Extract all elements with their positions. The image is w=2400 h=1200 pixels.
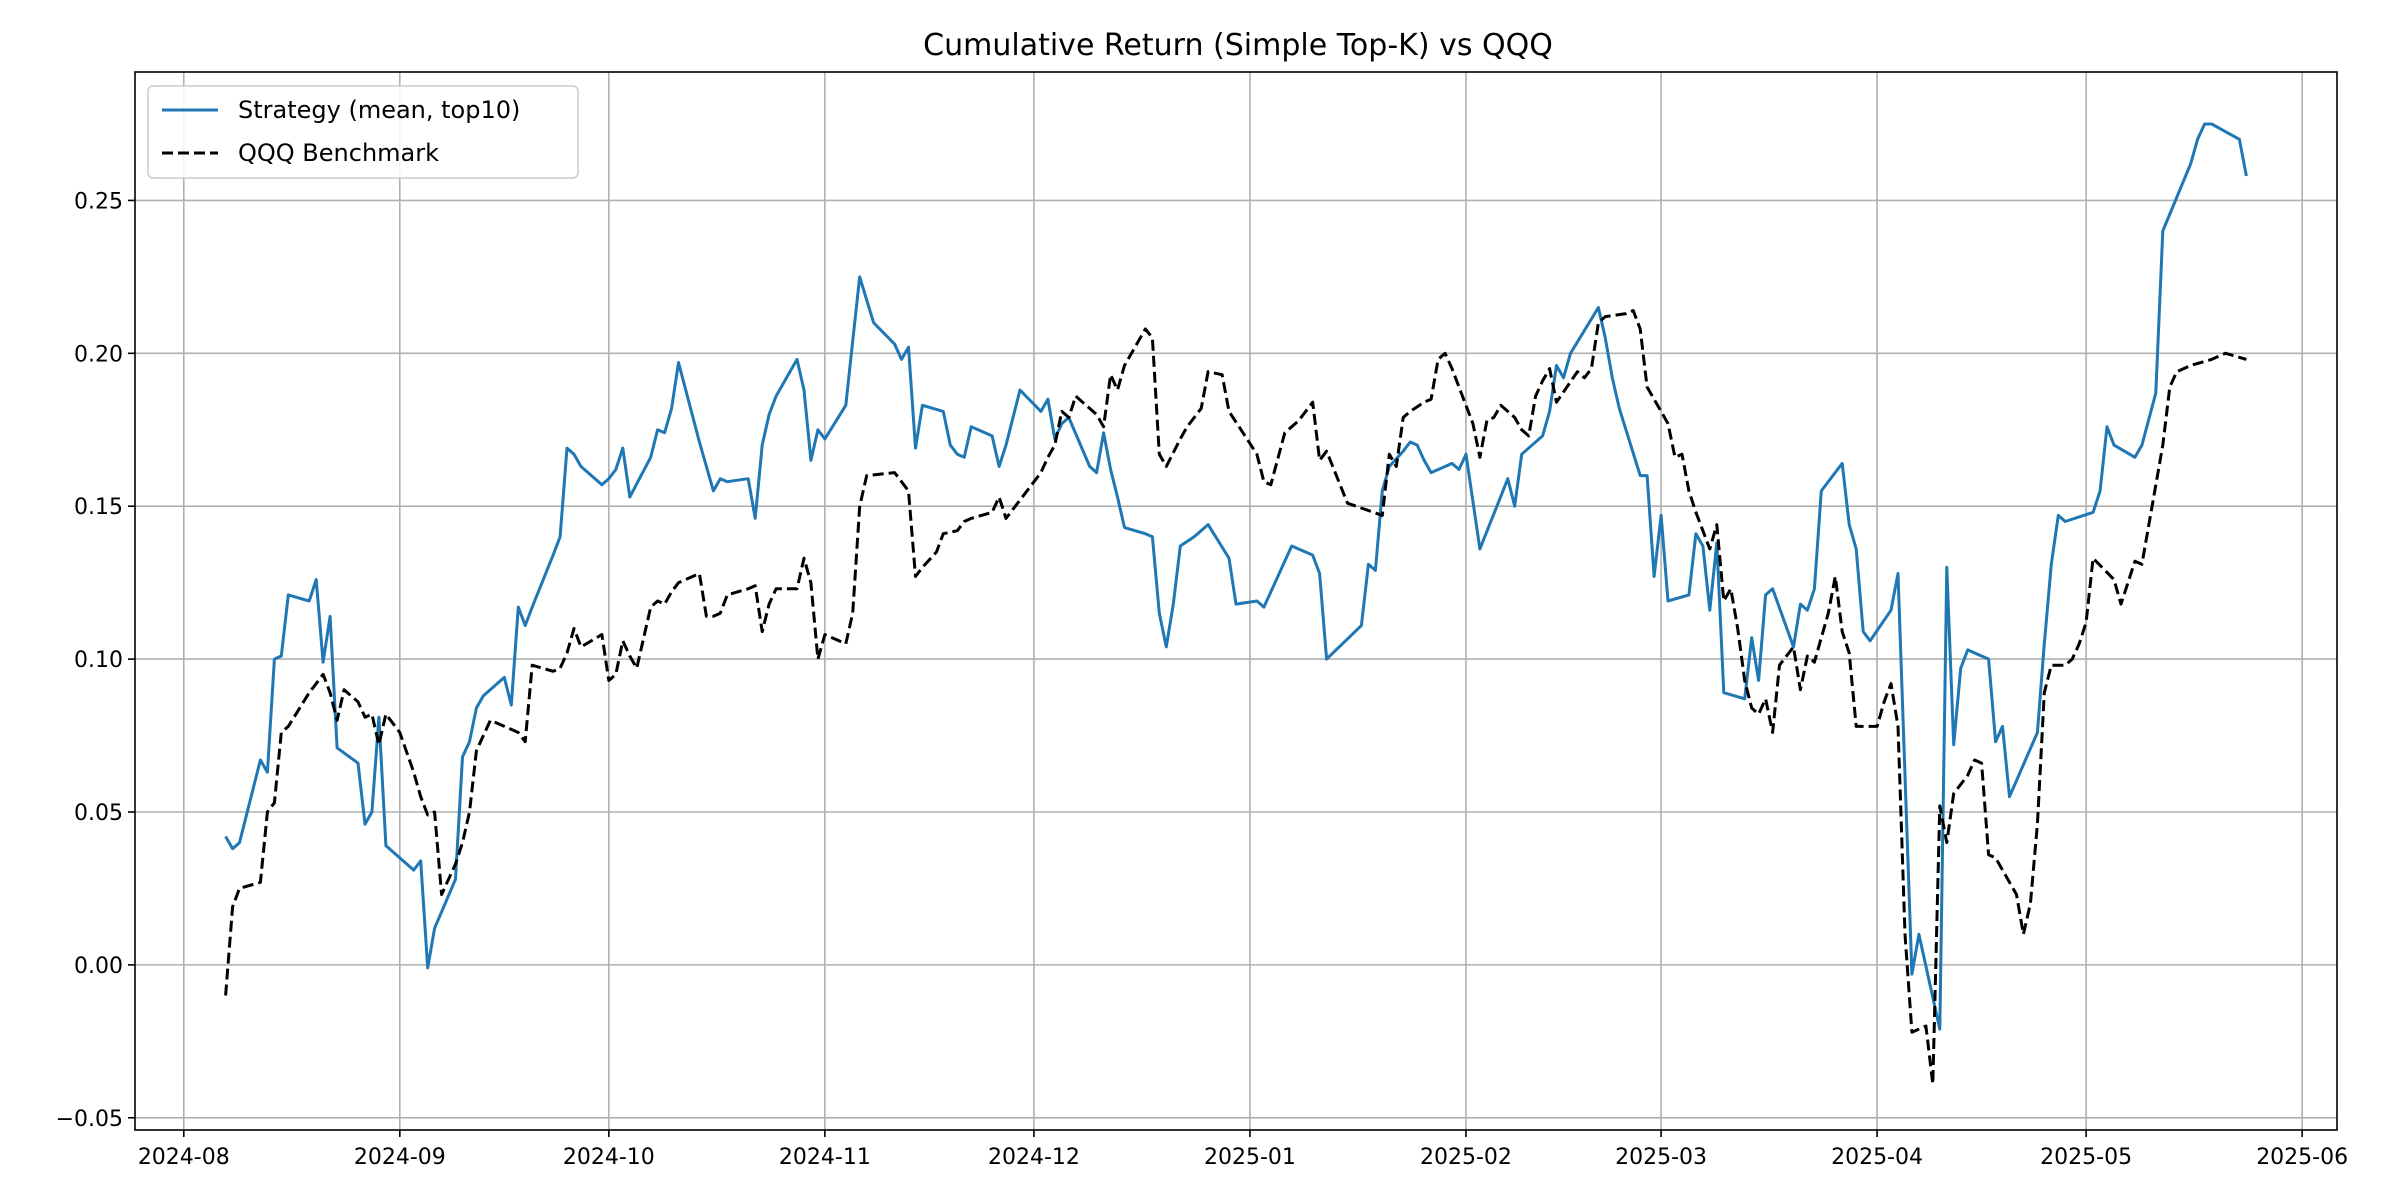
x-tick-label: 2025-03 [1615,1145,1707,1170]
x-axis: 2024-08 2024-09 2024-10 2024-11 2024-12 2025-… [138,1130,2348,1170]
y-tick-label: 0.20 [74,342,123,367]
series-line-qqq [224,309,2247,1086]
x-tick-label: 2024-08 [138,1145,230,1170]
x-tick-label: 2025-02 [1420,1145,1512,1170]
x-tick-label: 2024-11 [779,1145,871,1170]
legend-label-qqq: QQQ Benchmark [238,139,439,167]
y-tick-label: −0.05 [56,1107,123,1132]
series-layer [224,122,2248,1086]
y-tick-label: 0.15 [74,495,123,520]
legend-label-strategy: Strategy (mean, top10) [238,96,520,124]
y-tick-label: 0.05 [74,801,123,826]
series-line-strategy [224,122,2248,1031]
y-tick-label: 0.00 [74,954,123,979]
x-tick-label: 2024-09 [354,1145,446,1170]
y-tick-label: 0.10 [74,648,123,673]
x-tick-label: 2024-12 [988,1145,1080,1170]
x-tick-label: 2025-04 [1831,1145,1923,1170]
grid [135,72,2337,1130]
x-tick-label: 2025-01 [1204,1145,1296,1170]
plot-area-frame [134,71,2338,1131]
legend-box [147,85,579,179]
legend: Strategy (mean, top10) QQQ Benchmark [147,85,579,179]
x-tick-label: 2025-05 [2040,1145,2132,1170]
chart-title: Cumulative Return (Simple Top-K) vs QQQ [923,28,1553,63]
y-tick-label: 0.25 [74,189,123,214]
y-axis: −0.05 0.00 0.05 0.10 0.15 0.20 0.25 [56,189,135,1132]
x-tick-label: 2024-10 [563,1145,655,1170]
x-tick-label: 2025-06 [2256,1145,2348,1170]
